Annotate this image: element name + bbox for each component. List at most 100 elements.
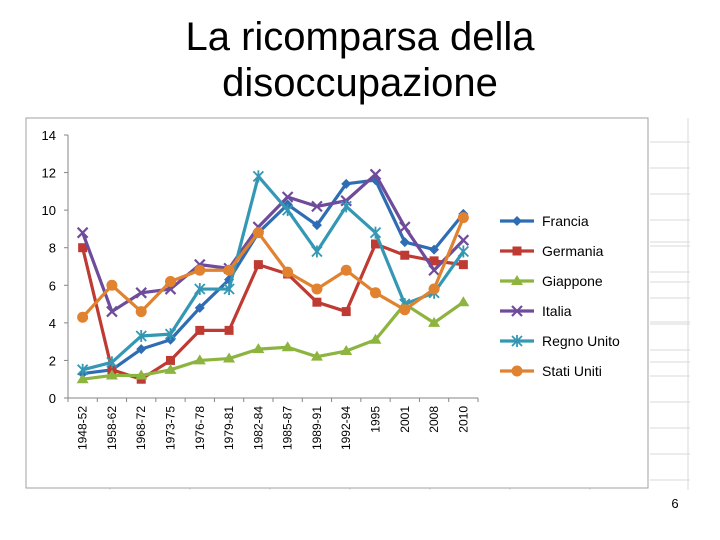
point-francia-marker — [399, 237, 410, 248]
x-tick-label: 1968-72 — [134, 406, 148, 450]
y-axis-ticks: 0 2 4 6 8 10 12 14 — [42, 128, 68, 406]
point-regno-unito-marker — [164, 328, 177, 341]
point-italia-marker — [399, 221, 411, 233]
legend-label: Giappone — [542, 273, 603, 289]
series-stati-uniti — [77, 212, 469, 323]
legend-label: Germania — [542, 243, 604, 259]
point-regno-unito-marker — [77, 363, 89, 376]
point-germania-marker — [400, 250, 410, 260]
point-italia-marker — [135, 287, 147, 299]
point-stati-uniti-marker — [311, 283, 323, 295]
y-tick-label: 6 — [49, 278, 56, 293]
point-francia-marker — [429, 244, 440, 255]
point-regno-unito-marker — [223, 283, 235, 296]
x-stroke — [511, 305, 523, 317]
point-italia-marker — [281, 191, 294, 203]
point-giappone-marker — [340, 345, 353, 356]
point-giappone-marker — [135, 369, 148, 380]
point-regno-unito-marker — [311, 245, 323, 258]
point-italia-marker — [457, 234, 470, 246]
point-stati-uniti-marker — [252, 227, 264, 239]
point-germania-marker — [253, 260, 263, 270]
point-germania-marker — [224, 325, 234, 335]
point-stati-uniti-marker — [165, 276, 176, 288]
x-stroke — [106, 305, 118, 318]
legend: Francia Germania Giappone Italia Regno Unito… — [500, 213, 620, 379]
x-tick-label: 1976-78 — [193, 406, 207, 450]
y-tick-label: 8 — [49, 241, 56, 256]
legend-item-germania: Germania — [500, 243, 604, 259]
point-stati-uniti-marker — [223, 264, 235, 276]
point-regno-unito-marker — [252, 170, 264, 183]
point-giappone-marker — [105, 369, 118, 380]
y-tick-label: 4 — [49, 316, 56, 331]
y-tick-label: 2 — [49, 353, 56, 368]
point-giappone-marker — [281, 341, 294, 352]
series-line-regno-unito — [82, 174, 465, 372]
point-regno-unito-marker — [282, 204, 294, 217]
legend-germania-marker — [512, 246, 522, 256]
point-stati-uniti-marker — [282, 266, 294, 278]
point-regno-unito-marker — [340, 200, 352, 213]
legend-item-stati-uniti: Stati Uniti — [500, 363, 602, 379]
slide-title: La ricomparsa della disoccupazione — [185, 15, 535, 105]
x-stroke — [311, 200, 323, 213]
spreadsheet-gridlines — [109, 118, 690, 490]
point-francia-marker — [136, 344, 147, 355]
x-tick-label: 1973-75 — [164, 406, 178, 450]
series-line-stati-uniti — [81, 217, 465, 319]
point-stati-uniti-marker — [77, 311, 89, 323]
x-axis-ticks: 1948-52 1958-62 1968-72 1973-75 1976-78 1979-… — [67, 398, 479, 450]
x-stroke — [281, 191, 294, 203]
point-italia-marker — [76, 226, 89, 239]
y-tick-label: 12 — [42, 166, 56, 181]
point-francia-marker — [194, 302, 205, 313]
x-tick-label: 1995 — [369, 406, 383, 433]
point-giappone-marker — [76, 373, 89, 384]
legend-regno-unito-marker — [511, 335, 523, 347]
legend-item-francia: Francia — [500, 213, 589, 229]
point-giappone-marker — [164, 363, 177, 374]
legend-item-italia: Italia — [500, 303, 572, 319]
point-germania-marker — [78, 243, 88, 253]
point-germania-marker — [195, 325, 205, 335]
point-germania-marker — [312, 297, 322, 307]
point-giappone-marker — [457, 296, 470, 307]
legend-francia-marker — [512, 216, 522, 226]
point-stati-uniti-marker — [370, 287, 381, 299]
legend-label: Stati Uniti — [542, 363, 602, 379]
series-line-italia — [81, 172, 465, 314]
x-stroke — [457, 234, 470, 246]
point-stati-uniti-marker — [399, 304, 411, 316]
x-tick-label: 1985-87 — [281, 406, 295, 450]
point-italia-marker — [428, 264, 440, 277]
y-tick-label: 0 — [49, 391, 56, 406]
point-germania-marker — [429, 256, 439, 266]
legend-giappone-marker — [511, 275, 523, 285]
x-tick-label: 1979-81 — [222, 406, 236, 450]
point-germania-marker — [371, 239, 380, 249]
x-stroke — [76, 226, 89, 239]
legend-item-giappone: Giappone — [500, 273, 603, 289]
point-germania-marker — [166, 355, 175, 365]
point-regno-unito-marker — [106, 356, 118, 369]
x-stroke — [135, 287, 147, 299]
x-tick-label: 2001 — [398, 406, 412, 433]
point-italia-marker — [106, 305, 118, 318]
point-francia-marker — [341, 178, 352, 189]
legend-label: Regno Unito — [542, 333, 620, 349]
point-giappone-marker — [193, 354, 206, 365]
legend-item-regno-unito: Regno Unito — [500, 333, 620, 349]
point-giappone-marker — [252, 343, 265, 354]
point-regno-unito-marker — [194, 283, 206, 296]
point-francia-marker — [311, 220, 322, 231]
y-tick-label: 14 — [42, 128, 56, 143]
point-stati-uniti-marker — [106, 279, 118, 291]
series-italia — [76, 168, 470, 318]
point-germania-marker — [341, 307, 351, 317]
x-tick-label: 1958-62 — [105, 406, 119, 450]
x-stroke — [428, 264, 440, 277]
series-layer — [76, 168, 470, 384]
point-giappone-marker — [310, 350, 323, 361]
